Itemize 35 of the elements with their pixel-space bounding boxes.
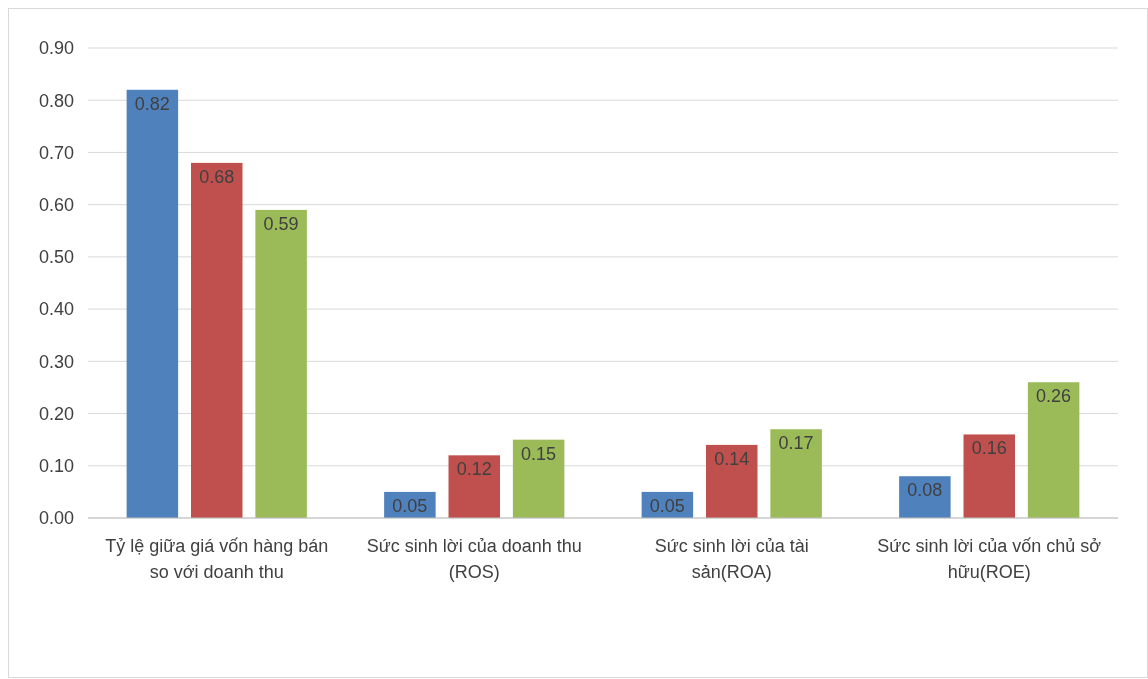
data-label: 0.26	[1036, 386, 1072, 407]
y-tick-label: 0.40	[38, 299, 74, 320]
x-tick-label: Sức sinh lời của vốn chủ sở hữu(ROE)	[877, 536, 1102, 582]
data-label: 0.05	[392, 495, 428, 516]
bar	[512, 439, 565, 518]
bar	[255, 209, 307, 518]
bar	[126, 89, 179, 518]
data-label: 0.59	[263, 213, 299, 234]
y-tick-label: 0.50	[38, 247, 74, 268]
data-label: 0.12	[456, 459, 492, 480]
data-label: 0.05	[649, 495, 685, 516]
bar	[963, 434, 1015, 518]
data-label: 0.14	[714, 448, 750, 469]
x-tick-label: Sức sinh lời của doanh thu (ROS)	[366, 536, 582, 582]
data-label: 0.08	[907, 480, 943, 501]
data-label: 0.17	[778, 433, 814, 454]
bar	[448, 455, 500, 518]
data-label: 0.68	[199, 166, 235, 187]
y-tick-label: 0.10	[38, 456, 74, 477]
y-tick-label: 0.20	[38, 403, 74, 424]
y-tick-label: 0.60	[38, 194, 74, 215]
bar	[1027, 382, 1080, 518]
y-tick-label: 0.90	[38, 38, 74, 59]
data-label: 0.15	[521, 443, 557, 464]
y-tick-label: 0.00	[38, 508, 74, 529]
bar	[770, 429, 822, 518]
bar	[191, 162, 243, 518]
data-label: 0.16	[971, 438, 1007, 459]
y-tick-label: 0.70	[38, 142, 74, 163]
x-tick-label: Sức sinh lời của tài sản(ROA)	[654, 536, 809, 582]
data-label: 0.82	[134, 93, 170, 114]
y-tick-label: 0.30	[38, 351, 74, 372]
y-tick-label: 0.80	[38, 90, 74, 111]
x-tick-label: Tỷ lệ giữa giá vốn hàng bán so với doanh thu	[105, 536, 329, 582]
bar	[706, 444, 758, 518]
